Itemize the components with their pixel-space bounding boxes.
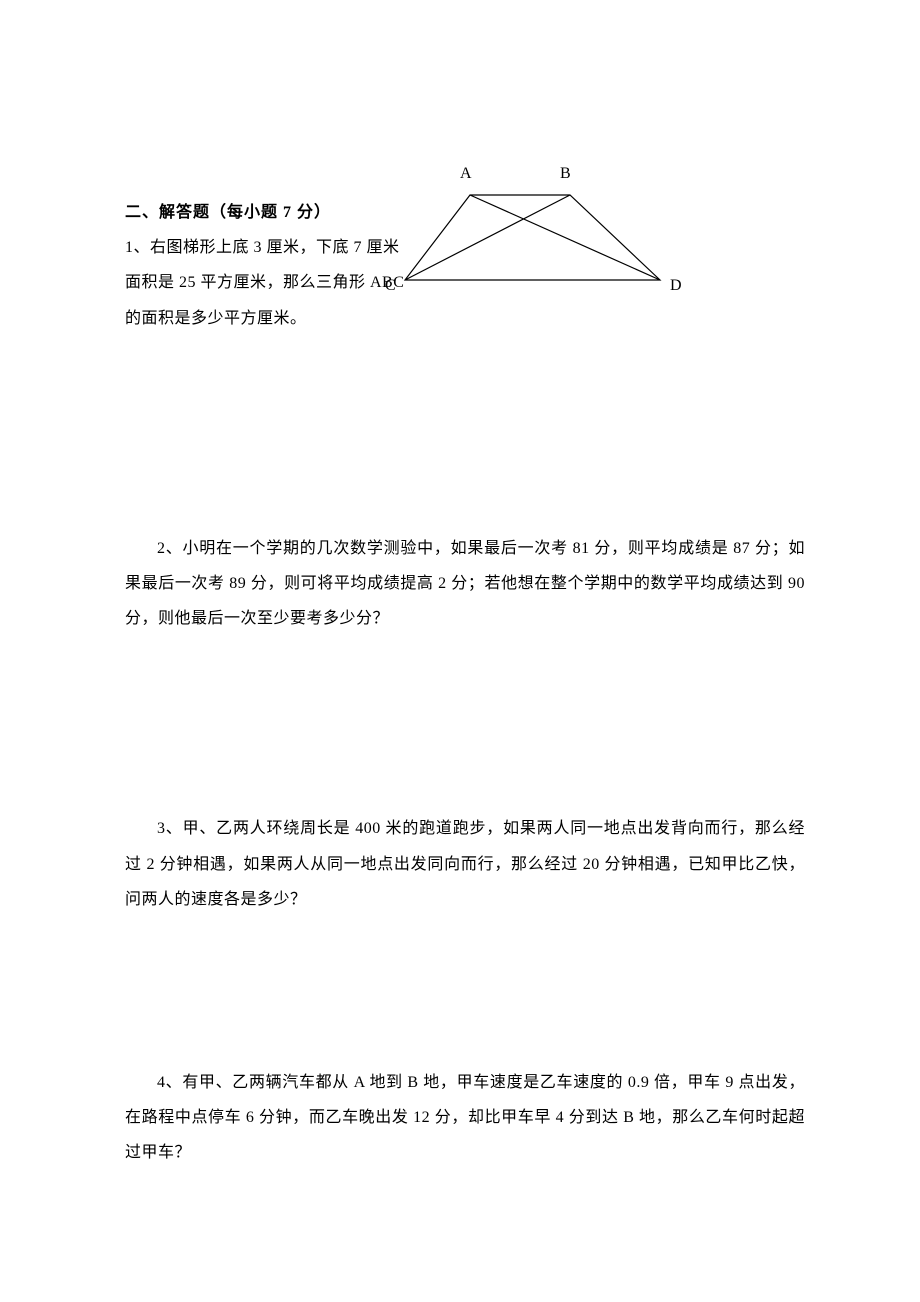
vertex-label-D: D <box>670 277 682 295</box>
q1-line1: 1、右图梯形上底 3 厘米，下底 7 厘米 <box>125 230 405 265</box>
question-3: 3、甲、乙两人环绕周长是 400 米的跑道跑步，如果两人同一地点出发背向而行，那… <box>125 811 805 917</box>
vertex-label-B: B <box>560 165 571 183</box>
q1-line2: 面积是 25 平方厘米，那么三角形 ABC <box>125 265 405 300</box>
question-2: 2、小明在一个学期的几次数学测验中，如果最后一次考 81 分，则平均成绩是 87… <box>125 531 805 637</box>
vertex-label-A: A <box>460 165 472 183</box>
q1-line3: 的面积是多少平方厘米。 <box>125 301 405 336</box>
trapezoid-svg <box>365 165 695 305</box>
vertex-label-C: C <box>385 277 396 295</box>
trapezoid-figure: A B C D <box>365 165 695 305</box>
question-4: 4、有甲、乙两辆汽车都从 A 地到 B 地，甲车速度是乙车速度的 0.9 倍，甲… <box>125 1065 805 1171</box>
